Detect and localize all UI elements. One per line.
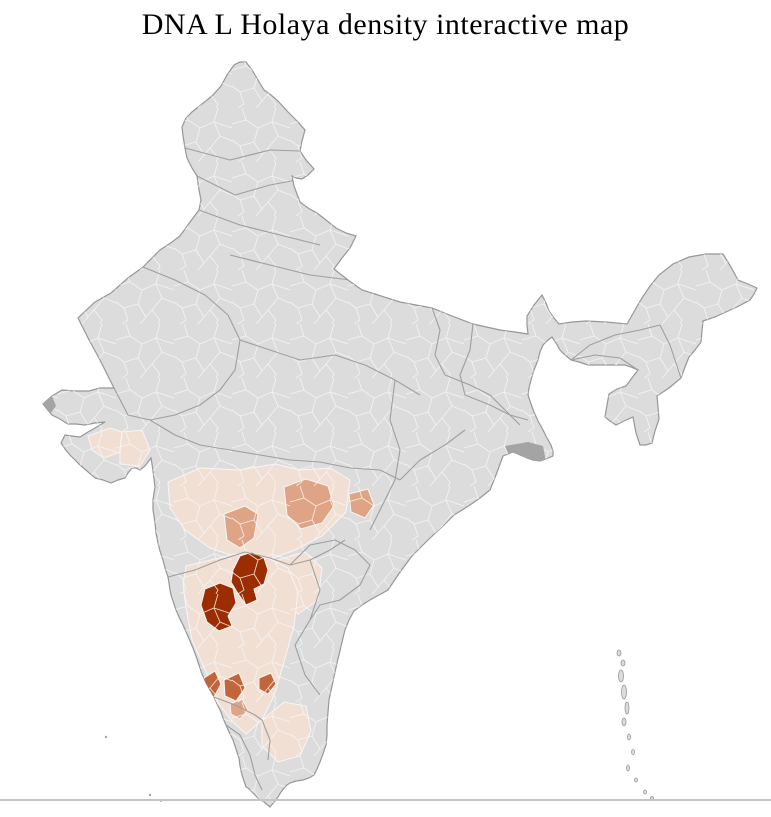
water-shade-patch: [43, 396, 56, 414]
bottom-divider: [0, 799, 771, 801]
andaman-nicobar-islands: [616, 649, 654, 800]
water-shade-patch: [505, 442, 546, 469]
state-borders: [114, 148, 681, 790]
page-title: DNA L Holaya density interactive map: [141, 8, 630, 41]
lakshadweep-islands: [104, 735, 162, 802]
